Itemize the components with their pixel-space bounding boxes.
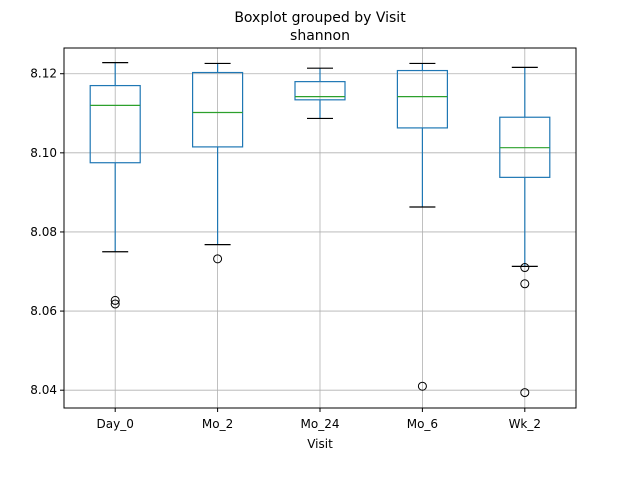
outlier-point xyxy=(417,381,427,391)
box-layer xyxy=(89,62,551,398)
box-group-mo-2 xyxy=(192,62,244,264)
x-axis-label: Visit xyxy=(307,437,333,451)
outlier-point xyxy=(213,254,223,264)
y-tick-label: 8.04 xyxy=(30,383,57,397)
y-tick-label: 8.10 xyxy=(30,146,57,160)
outlier-point xyxy=(520,263,530,273)
y-tick-label: 8.12 xyxy=(30,67,57,81)
x-tick-label: Mo_24 xyxy=(301,417,340,431)
outlier-point xyxy=(110,295,120,305)
outlier-point xyxy=(520,279,530,289)
x-tick-label: Mo_6 xyxy=(407,417,438,431)
x-tick-label: Day_0 xyxy=(97,417,134,431)
y-tick-label: 8.08 xyxy=(30,225,57,239)
y-tick-label: 8.06 xyxy=(30,304,57,318)
iqr-box xyxy=(396,69,448,129)
outlier-point xyxy=(520,388,530,398)
box-group-wk-2 xyxy=(499,66,551,398)
box-group-mo-24 xyxy=(294,67,346,120)
box-group-mo-6 xyxy=(396,62,448,391)
x-tick-label: Mo_2 xyxy=(202,417,233,431)
iqr-box xyxy=(89,84,141,164)
axis-layer: 8.04 8.06 8.08 8.10 8.12 Day_0 Mo_2 Mo_24 Mo_6 Wk… xyxy=(30,67,541,431)
chart-title: Boxplot grouped by Visit xyxy=(234,10,406,26)
chart-subtitle: shannon xyxy=(290,28,350,44)
outlier-point xyxy=(110,299,120,309)
box-group-day-0 xyxy=(89,62,141,309)
iqr-box xyxy=(192,71,244,148)
x-tick-label: Wk_2 xyxy=(509,417,541,431)
iqr-box xyxy=(294,81,346,101)
